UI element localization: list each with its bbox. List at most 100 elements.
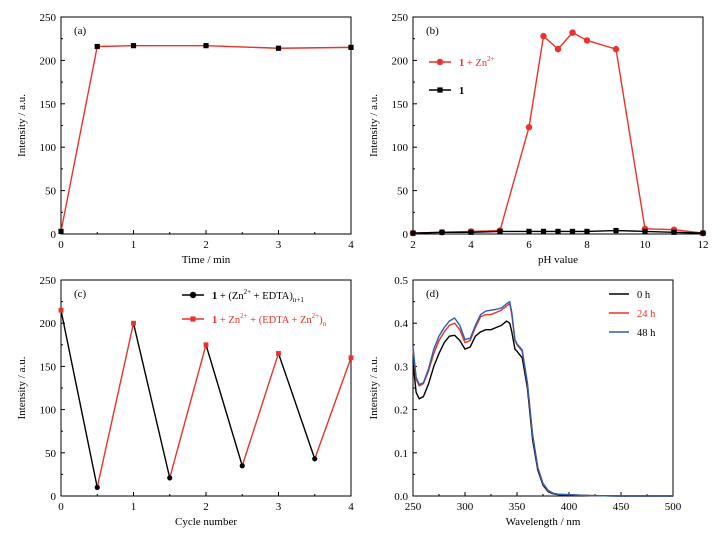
legend-label: 0 h (637, 290, 651, 301)
data-point (239, 463, 245, 469)
y-tick-label: 0 (403, 229, 409, 241)
data-point (312, 456, 318, 462)
data-point (203, 342, 209, 348)
legend-marker (436, 58, 444, 66)
x-tick-label: 0 (58, 239, 64, 251)
legend-marker (189, 291, 197, 299)
data-point (569, 29, 576, 36)
data-point (410, 230, 416, 236)
legend-marker (190, 316, 196, 322)
data-point (583, 37, 591, 44)
data-point (526, 228, 532, 234)
series-line-0 (412, 320, 673, 497)
panel-label: (a) (74, 25, 87, 37)
y-tick-label: 50 (45, 448, 57, 460)
y-axis-title: Intensity / a.u. (368, 94, 380, 157)
x-axis-title: Cycle number (175, 516, 237, 528)
falling-segment (277, 353, 316, 460)
data-point (439, 229, 445, 235)
data-point (584, 228, 590, 234)
x-tick-label: 2 (410, 239, 416, 251)
x-tick-label: 12 (698, 239, 709, 251)
panel-label: (b) (426, 25, 439, 37)
x-tick-label: 450 (613, 501, 630, 513)
plot-frame (60, 16, 352, 235)
panel-c: 0 1 2 3 4 0 50 100 150 200 250 Cycle number Intensit… (16, 275, 354, 528)
y-tick-label: 0.3 (394, 361, 408, 373)
panel-label: (c) (74, 288, 87, 300)
rising-segment (96, 323, 135, 488)
y-tick-label: 0.2 (394, 405, 408, 417)
data-point (348, 355, 354, 361)
y-tick-label: 50 (45, 186, 57, 198)
data-point (642, 228, 648, 234)
legend-marker (437, 87, 443, 93)
y-tick-label: 200 (40, 55, 57, 67)
y-tick-label: 200 (392, 55, 409, 67)
data-point (167, 475, 173, 481)
data-point (497, 228, 503, 234)
data-point (555, 228, 561, 234)
y-tick-label: 100 (392, 142, 409, 154)
x-tick-label: 1 (131, 239, 137, 251)
x-tick-label: 2 (203, 501, 209, 513)
series-line-0 (412, 31, 704, 234)
x-tick-label: 250 (405, 501, 422, 513)
x-tick-label: 0 (58, 501, 64, 513)
falling-segment (205, 344, 243, 466)
data-point (58, 307, 64, 313)
x-tick-label: 3 (276, 501, 282, 513)
legend: 1 + (Zn2+ + EDTA)n+1 1 + Zn2+ + (EDTA + Z… (182, 288, 327, 328)
plot-frame (60, 279, 352, 497)
series-line-0 (60, 44, 352, 232)
series-line-2 (412, 300, 673, 497)
legend-label: 1 + Zn2+ (459, 55, 495, 69)
x-tick-label: 6 (526, 239, 532, 251)
data-point (612, 45, 620, 53)
x-axis-title: pH value (538, 254, 578, 266)
y-tick-label: 150 (40, 361, 57, 373)
x-tick-label: 350 (509, 501, 526, 513)
y-axis-title: Intensity / a.u. (16, 356, 28, 419)
y-tick-label: 0.5 (394, 275, 408, 287)
data-point (671, 229, 677, 235)
x-tick-label: 10 (640, 239, 652, 251)
data-point (468, 229, 474, 235)
panel-d: 250 300 350 400 450 500 0.0 0.1 0.2 0.3 0.4 0.5 Wave… (368, 275, 682, 528)
y-tick-label: 100 (40, 142, 57, 154)
data-point (554, 45, 562, 53)
legend: 1 + Zn2+ 1 (429, 55, 495, 97)
data-point (94, 484, 100, 490)
falling-segment (60, 310, 98, 488)
x-tick-label: 4 (468, 239, 474, 251)
legend-label: 1 (459, 86, 464, 97)
y-tick-label: 150 (392, 99, 409, 111)
data-point (275, 45, 282, 51)
x-axis-title: Time / min (182, 254, 231, 266)
legend-label: 24 h (637, 309, 656, 320)
x-tick-label: 500 (665, 501, 682, 513)
panel-a: 0 1 2 3 4 0 50 100 150 200 250 Time / min Intensity … (16, 12, 354, 266)
y-tick-label: 200 (40, 318, 57, 330)
data-point (58, 228, 64, 234)
data-point (613, 227, 619, 234)
rising-segment (241, 353, 280, 466)
x-tick-label: 4 (348, 501, 354, 513)
legend-label: 1 + Zn2+ + (EDTA + Zn2+)n (212, 312, 327, 328)
rising-segment (169, 344, 207, 479)
rising-segment (314, 357, 352, 460)
x-axis-title: Wavelength / nm (506, 516, 581, 528)
y-axis-title: Intensity / a.u. (16, 94, 28, 157)
y-tick-label: 0 (51, 229, 57, 241)
y-tick-label: 150 (40, 99, 57, 111)
legend-label: 1 + (Zn2+ + EDTA)n+1 (212, 288, 304, 304)
data-point (540, 32, 547, 40)
y-tick-label: 50 (397, 186, 409, 198)
legend-label: 48 h (637, 328, 656, 339)
data-point (130, 43, 137, 49)
data-point (348, 44, 354, 50)
series-line-1 (412, 303, 673, 497)
data-point (131, 320, 136, 326)
x-tick-label: 3 (276, 239, 282, 251)
x-tick-label: 4 (348, 239, 354, 251)
